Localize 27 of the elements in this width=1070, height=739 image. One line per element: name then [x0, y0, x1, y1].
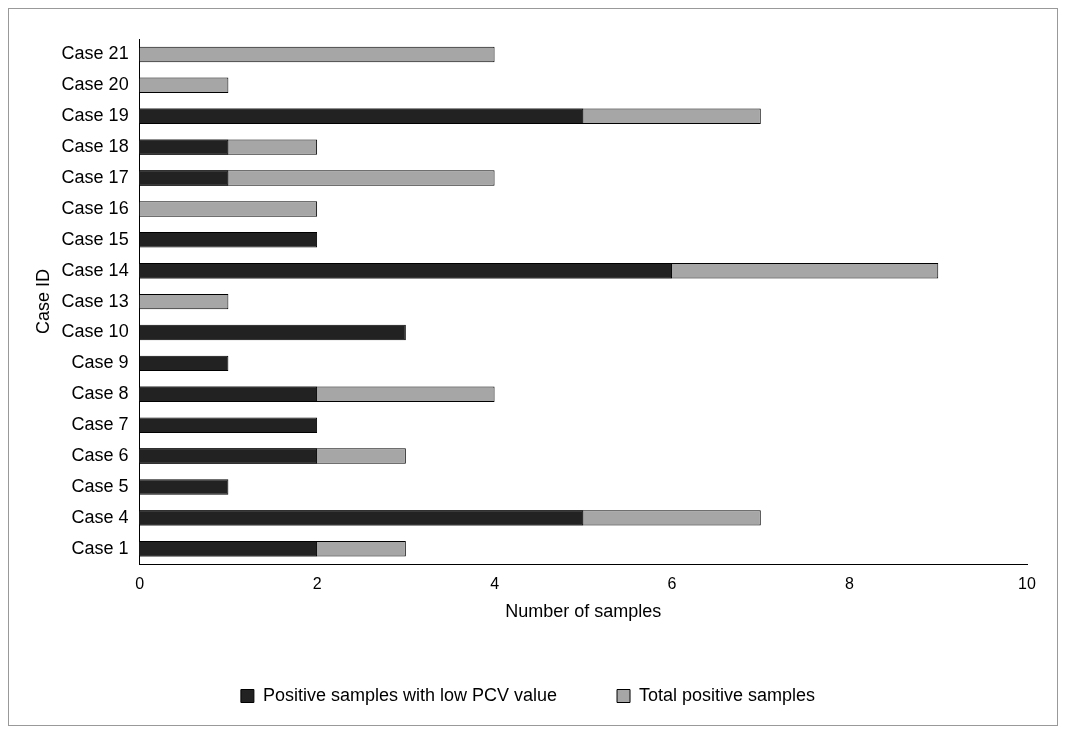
y-tick-label: Case 20: [61, 74, 129, 95]
y-tick-label: Case 15: [61, 228, 129, 249]
y-tick-label: Case 18: [61, 136, 129, 157]
x-tick-label: 4: [490, 575, 500, 593]
y-tick-label: Case 21: [61, 43, 129, 64]
y-tick-label: Case 13: [61, 290, 129, 311]
legend-label: Positive samples with low PCV value: [262, 684, 558, 705]
y-tick-label: Case 5: [71, 475, 129, 496]
legend-label: Total positive samples: [639, 684, 816, 705]
x-tick-label: 8: [845, 575, 855, 593]
x-tick-label: 6: [667, 575, 677, 593]
y-tick-label: Case 16: [61, 197, 129, 218]
y-tick-label: Case 6: [71, 445, 129, 466]
x-tick-label: 2: [312, 575, 322, 593]
x-tick-label: 0: [135, 575, 145, 593]
y-tick-label: Case 7: [71, 414, 129, 435]
y-tick-label: Case 1: [71, 537, 129, 558]
y-tick-label: Case 17: [61, 166, 129, 187]
y-tick-label: Case 8: [71, 383, 129, 404]
y-axis-title: Case ID: [32, 269, 53, 335]
y-tick-label: Case 19: [61, 105, 129, 126]
y-tick-label: Case 4: [71, 506, 129, 527]
x-tick-label: 10: [1018, 575, 1036, 593]
x-axis-title: Number of samples: [505, 601, 662, 622]
y-tick-label: Case 9: [71, 352, 129, 373]
y-tick-label: Case 14: [61, 259, 129, 280]
y-tick-label: Case 10: [61, 321, 129, 342]
